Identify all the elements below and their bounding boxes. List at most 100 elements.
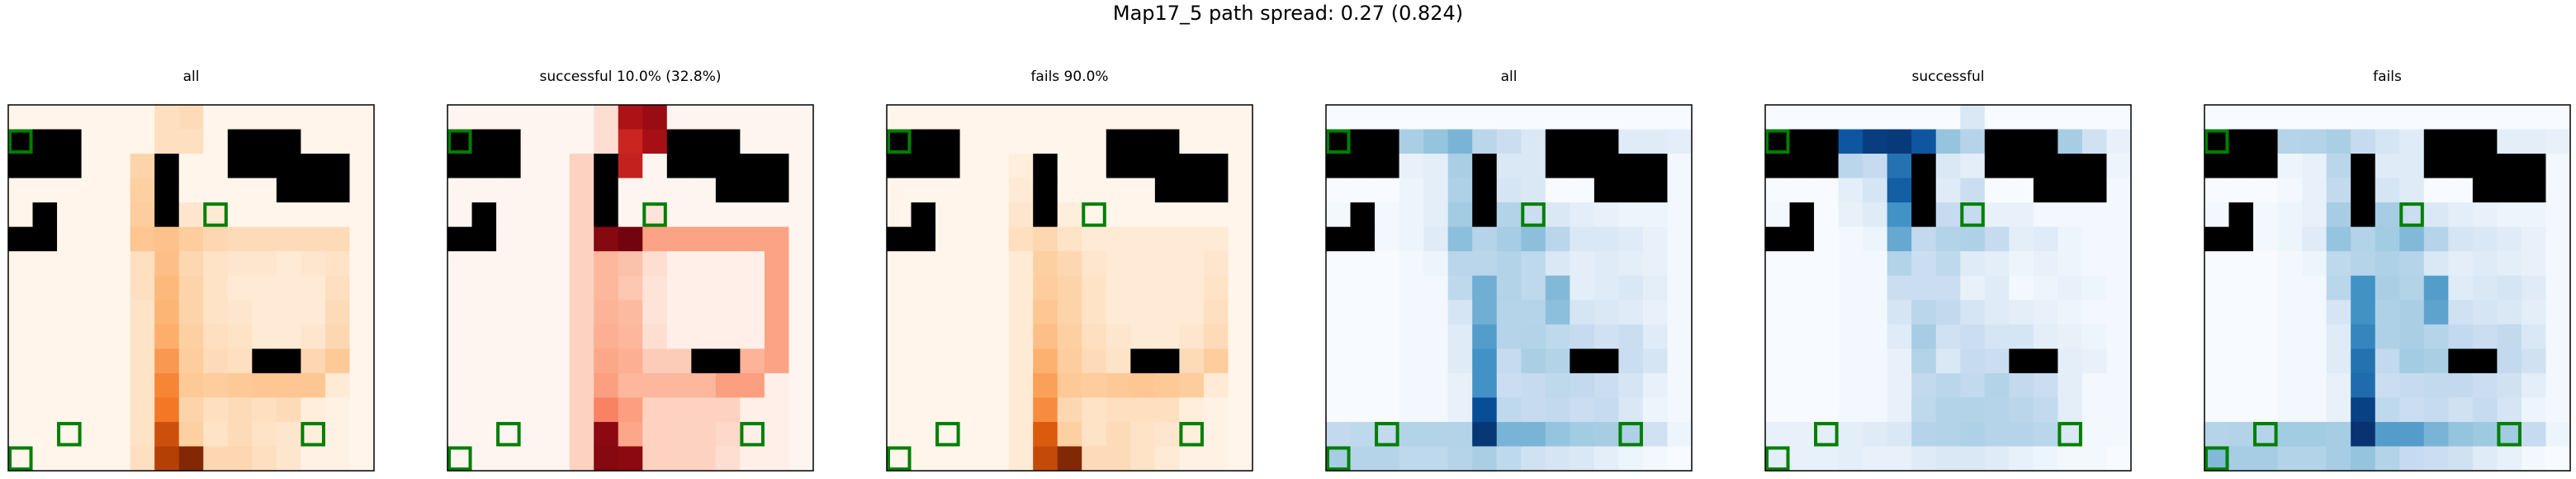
heat-cell: [106, 300, 131, 325]
heat-cell: [32, 372, 58, 398]
heat-cell: [2253, 300, 2278, 325]
heat-cell: [301, 349, 326, 374]
heat-cell: [2009, 202, 2034, 228]
heat-cell: [1570, 421, 1595, 447]
heat-cell: [569, 446, 594, 472]
heat-cell: [2375, 226, 2400, 252]
heat-cell: [2423, 324, 2449, 349]
heat-cell: [1935, 349, 1961, 374]
heat-cell: [1935, 226, 1961, 252]
heat-cell: [715, 105, 741, 130]
heat-cell: [154, 105, 180, 130]
heat-cell: [618, 300, 643, 325]
heat-cell: [2545, 105, 2571, 130]
heat-cell: [2253, 421, 2278, 447]
heat-cell: [2277, 372, 2303, 398]
heat-cell: [545, 324, 571, 349]
heat-cell: [764, 300, 789, 325]
wall-cell: [1789, 226, 1815, 252]
heat-cell: [1130, 178, 1156, 203]
heat-cell: [1008, 349, 1034, 374]
wall-cell: [911, 202, 936, 228]
heat-cell: [1618, 324, 1644, 349]
heat-cell: [2228, 324, 2254, 349]
heat-cell: [2106, 372, 2132, 398]
heat-cell: [740, 105, 765, 130]
heat-cell: [2302, 178, 2327, 203]
heat-cell: [1350, 421, 1376, 447]
heat-cell: [2497, 324, 2522, 349]
heat-cell: [2204, 349, 2229, 374]
heat-cell: [154, 300, 180, 325]
heat-cell: [2033, 300, 2058, 325]
heat-cell: [2106, 324, 2132, 349]
panel-title: fails: [2373, 69, 2402, 85]
heat-cell: [1521, 226, 1546, 252]
heat-cell: [1789, 178, 1815, 203]
heat-cell: [935, 446, 960, 472]
heat-cell: [1228, 349, 1253, 374]
wall-cell: [32, 226, 58, 252]
heat-cell: [788, 324, 814, 349]
heat-cell: [1179, 372, 1205, 398]
heat-cell: [715, 397, 741, 423]
target-marker: [8, 129, 33, 154]
heat-cell: [715, 421, 741, 447]
wall-cell: [447, 226, 472, 252]
heat-cell: [1228, 324, 1253, 349]
heat-cell: [1203, 251, 1229, 277]
wall-cell: [2033, 129, 2058, 154]
heat-cell: [1521, 397, 1546, 423]
heat-cell: [1667, 178, 1693, 203]
heat-cell: [642, 372, 668, 398]
heat-cell: [1667, 129, 1693, 154]
heat-cell: [1887, 349, 1912, 374]
heat-cell: [349, 446, 375, 472]
heat-cell: [1765, 372, 1790, 398]
heat-cell: [1593, 421, 1619, 447]
wall-cell: [935, 154, 960, 178]
wall-cell: [666, 129, 692, 154]
heat-cell: [691, 324, 717, 349]
heat-cell: [2033, 226, 2058, 252]
heat-cell: [57, 300, 82, 325]
heat-cell: [959, 446, 985, 472]
heat-cell: [618, 275, 643, 301]
heat-cell: [1179, 324, 1205, 349]
wall-cell: [1154, 129, 1180, 154]
heat-cell: [1911, 251, 1937, 277]
heat-cell: [569, 178, 594, 203]
wall-cell: [1593, 178, 1619, 203]
heat-cell: [1496, 178, 1522, 203]
heat-cell: [2448, 105, 2474, 130]
heat-cell: [130, 251, 155, 277]
heat-cell: [227, 446, 253, 472]
heat-cell: [520, 178, 546, 203]
heat-cell: [666, 324, 692, 349]
heat-cell: [1033, 421, 1058, 447]
heat-cell: [1082, 226, 1107, 252]
heat-cell: [1154, 105, 1180, 130]
heat-cell: [471, 397, 497, 423]
heat-cell: [935, 397, 960, 423]
heat-cell: [1765, 397, 1790, 423]
heat-cell: [2057, 251, 2083, 277]
heat-cell: [178, 178, 204, 203]
heat-cell: [1033, 275, 1058, 301]
heat-cell: [2302, 446, 2327, 472]
heat-cell: [276, 202, 301, 228]
wall-cell: [301, 154, 326, 178]
heat-cell: [2033, 446, 2058, 472]
heat-cell: [301, 129, 326, 154]
heat-cell: [911, 105, 936, 130]
heat-cell: [1496, 129, 1522, 154]
heat-cell: [1447, 178, 1473, 203]
wall-cell: [1179, 154, 1205, 178]
wall-cell: [2253, 129, 2278, 154]
heat-cell: [2351, 105, 2376, 130]
heat-cell: [715, 446, 741, 472]
heatmap-panel-4: all: [1325, 69, 1693, 472]
heat-cell: [203, 178, 229, 203]
heat-cell: [349, 202, 375, 228]
heat-cell: [1057, 372, 1082, 398]
